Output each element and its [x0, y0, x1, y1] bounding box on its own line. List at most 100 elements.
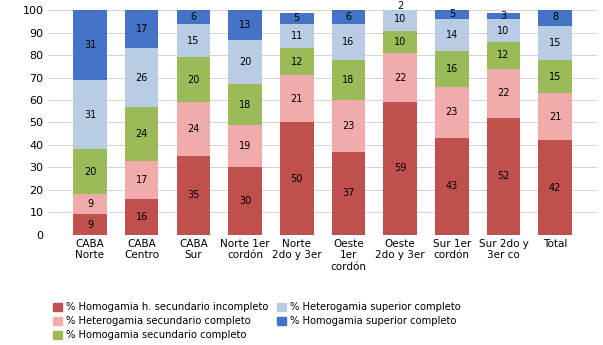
Text: 22: 22 — [497, 88, 510, 98]
Text: 16: 16 — [446, 64, 458, 73]
Bar — [280, 49, 314, 76]
Bar — [125, 199, 159, 235]
Text: 23: 23 — [446, 107, 458, 117]
Text: 10: 10 — [497, 26, 510, 36]
Text: 10: 10 — [394, 14, 406, 24]
Bar — [73, 194, 107, 214]
Text: 42: 42 — [549, 183, 561, 193]
Text: 9: 9 — [87, 219, 93, 229]
Text: 17: 17 — [136, 175, 148, 185]
Bar — [538, 140, 572, 235]
Bar — [73, 149, 107, 194]
Bar — [229, 10, 262, 40]
Text: 15: 15 — [549, 71, 561, 81]
Bar — [125, 49, 159, 107]
Bar — [487, 118, 520, 235]
Bar — [435, 87, 469, 138]
Text: 2: 2 — [397, 1, 403, 11]
Text: 59: 59 — [394, 164, 406, 174]
Text: 20: 20 — [84, 167, 96, 177]
Bar — [177, 156, 210, 235]
Text: 23: 23 — [343, 121, 355, 131]
Legend: % Homogamia h. secundario incompleto, % Heterogamia secundario completo, % Homog: % Homogamia h. secundario incompleto, % … — [53, 302, 460, 341]
Bar — [332, 152, 365, 235]
Text: 9: 9 — [87, 199, 93, 209]
Bar — [538, 8, 572, 26]
Bar — [73, 80, 107, 149]
Bar — [332, 10, 365, 24]
Text: 19: 19 — [239, 141, 251, 151]
Text: 6: 6 — [346, 12, 352, 22]
Bar — [538, 26, 572, 60]
Text: 15: 15 — [187, 36, 200, 46]
Bar — [280, 13, 314, 24]
Text: 15: 15 — [549, 38, 561, 48]
Bar — [435, 51, 469, 87]
Text: 20: 20 — [187, 75, 200, 85]
Bar — [229, 85, 262, 125]
Text: 8: 8 — [552, 12, 558, 22]
Bar — [487, 69, 520, 118]
Bar — [332, 100, 365, 152]
Text: 10: 10 — [394, 37, 406, 47]
Text: 18: 18 — [239, 100, 251, 109]
Text: 5: 5 — [294, 13, 300, 23]
Bar — [384, 4, 417, 8]
Bar — [487, 19, 520, 42]
Text: 26: 26 — [136, 73, 148, 82]
Text: 24: 24 — [187, 124, 200, 134]
Text: 18: 18 — [343, 75, 355, 85]
Bar — [384, 53, 417, 102]
Text: 21: 21 — [291, 94, 303, 104]
Text: 17: 17 — [136, 24, 148, 34]
Bar — [280, 122, 314, 235]
Bar — [177, 58, 210, 102]
Bar — [125, 161, 159, 199]
Bar — [177, 102, 210, 156]
Bar — [280, 24, 314, 49]
Bar — [125, 10, 159, 49]
Text: 16: 16 — [136, 212, 148, 221]
Bar — [435, 138, 469, 235]
Text: 43: 43 — [446, 181, 458, 191]
Bar — [435, 8, 469, 19]
Text: 3: 3 — [500, 11, 507, 21]
Text: 16: 16 — [343, 37, 355, 47]
Text: 21: 21 — [549, 112, 561, 122]
Text: 50: 50 — [291, 174, 303, 184]
Text: 30: 30 — [239, 196, 251, 206]
Text: 31: 31 — [84, 40, 96, 50]
Text: 20: 20 — [239, 57, 251, 67]
Text: 24: 24 — [136, 129, 148, 139]
Text: 52: 52 — [497, 171, 510, 181]
Bar — [332, 24, 365, 60]
Bar — [487, 42, 520, 69]
Text: 14: 14 — [446, 30, 458, 40]
Bar — [384, 31, 417, 53]
Bar — [73, 10, 107, 80]
Bar — [332, 60, 365, 100]
Bar — [229, 167, 262, 235]
Bar — [384, 102, 417, 235]
Bar — [487, 13, 520, 19]
Bar — [73, 214, 107, 235]
Text: 6: 6 — [191, 12, 197, 22]
Bar — [435, 19, 469, 51]
Bar — [384, 8, 417, 31]
Text: 35: 35 — [187, 190, 200, 200]
Bar — [177, 10, 210, 24]
Bar — [280, 76, 314, 122]
Bar — [177, 24, 210, 58]
Text: 13: 13 — [239, 20, 251, 30]
Text: 12: 12 — [291, 57, 303, 67]
Bar — [125, 107, 159, 161]
Bar — [538, 93, 572, 140]
Bar — [538, 60, 572, 93]
Text: 11: 11 — [291, 31, 303, 41]
Text: 22: 22 — [394, 73, 406, 82]
Bar — [229, 40, 262, 85]
Text: 37: 37 — [343, 188, 355, 198]
Text: 31: 31 — [84, 110, 96, 120]
Text: 12: 12 — [497, 50, 510, 60]
Text: 5: 5 — [449, 9, 455, 19]
